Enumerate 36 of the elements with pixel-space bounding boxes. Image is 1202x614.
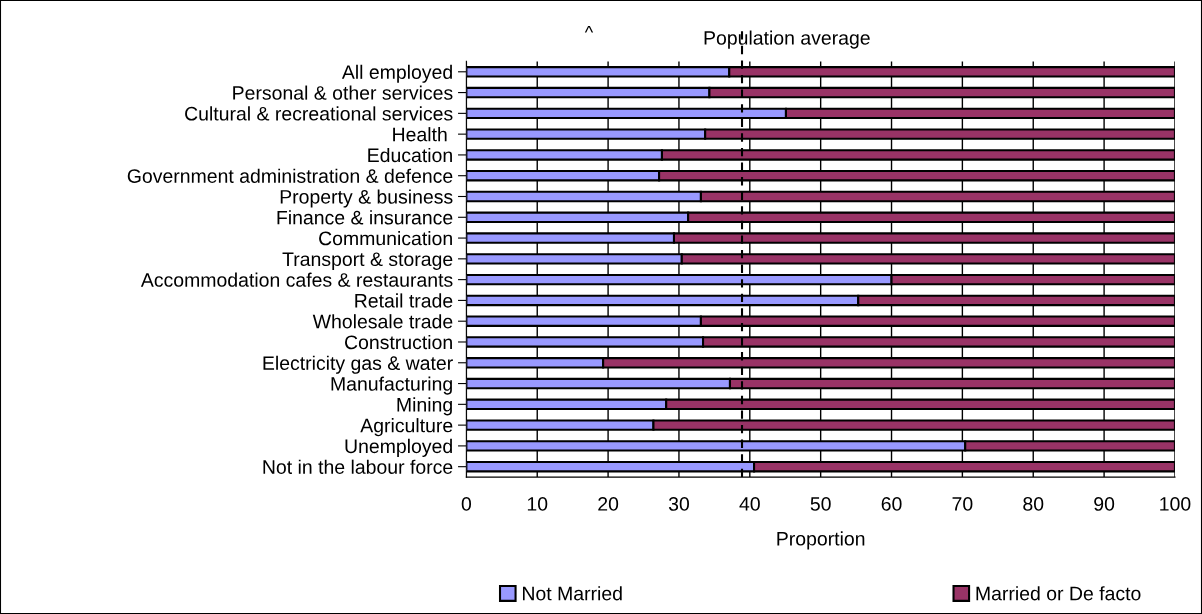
ref-line-label: Population average: [704, 30, 870, 49]
y-tick-label: Not in the labour force: [263, 459, 453, 474]
text: ^: [584, 26, 594, 33]
x-tick-label: 30: [668, 497, 689, 511]
y-tick-label: Manufacturing: [331, 376, 452, 395]
y-tick-label: Personal & other services: [233, 85, 453, 100]
x-axis-title: Proportion: [777, 531, 865, 550]
y-tick-label: Transport & storage: [282, 252, 453, 270]
y-tick-label: Health: [393, 127, 447, 142]
y-tick-label: Finance & insurance: [277, 210, 453, 225]
y-tick-label: Agriculture: [360, 418, 453, 437]
y-tick-label: Mining: [397, 397, 452, 416]
x-tick-label: 20: [598, 497, 619, 511]
x-tick-label: 10: [527, 497, 548, 511]
y-tick-label: Wholesale trade: [312, 314, 453, 329]
x-tick-label: 80: [1023, 497, 1044, 511]
x-tick-label: 60: [881, 497, 902, 511]
x-tick-label: 100: [1160, 497, 1191, 511]
y-tick-label: Communication: [319, 231, 452, 246]
x-tick-label: 70: [952, 497, 973, 511]
y-tick-label: Accommodation cafes & restaurants: [140, 272, 453, 287]
y-tick-label: Education: [368, 147, 452, 163]
x-tick-label: 40: [739, 497, 760, 511]
y-tick-label: Government administration & defence: [127, 168, 453, 183]
y-tick-label: Retail trade: [355, 293, 453, 308]
legend-label: Married or De facto: [976, 586, 1141, 601]
y-tick-label: Cultural & recreational services: [185, 106, 453, 121]
x-tick-label: 50: [810, 497, 831, 511]
y-tick-label: Property & business: [280, 189, 453, 208]
x-tick-label: 0: [461, 497, 472, 511]
y-tick-label: Unemployed: [345, 438, 452, 457]
y-tick-label: Electricity gas & water: [263, 355, 453, 374]
y-tick-label: All employed: [341, 64, 452, 83]
x-tick-label: 90: [1094, 497, 1115, 511]
legend-label: Not Married: [523, 586, 622, 601]
y-tick-label: Construction: [345, 334, 452, 350]
